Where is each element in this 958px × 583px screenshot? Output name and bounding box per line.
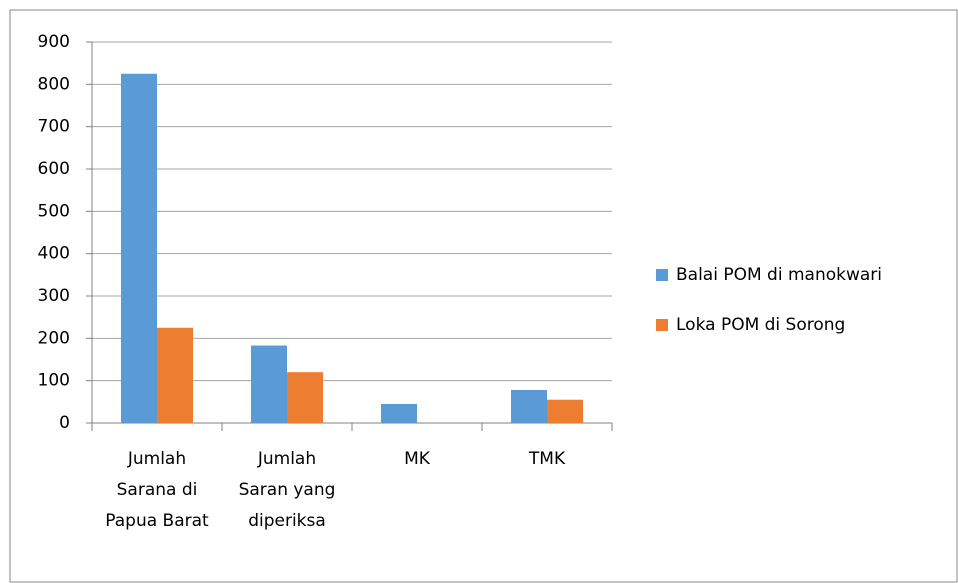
y-tick-label: 400 <box>38 244 70 264</box>
y-tick-label: 800 <box>38 74 70 94</box>
y-tick-label: 900 <box>38 32 70 52</box>
bar <box>251 345 287 423</box>
y-tick-label: 100 <box>38 371 70 391</box>
bar <box>287 372 323 423</box>
x-tick-label: MK <box>404 449 430 469</box>
y-tick-label: 0 <box>59 413 70 433</box>
y-tick-label: 200 <box>38 328 70 348</box>
y-tick-label: 500 <box>38 201 70 221</box>
bar <box>511 389 547 423</box>
legend-label: Balai POM di manokwari <box>676 265 882 285</box>
legend-label: Loka POM di Sorong <box>676 315 845 335</box>
y-tick-label: 300 <box>38 286 70 306</box>
x-tick-label: TMK <box>528 449 566 469</box>
bar <box>547 399 583 423</box>
bar <box>157 327 193 423</box>
legend-swatch <box>656 319 668 331</box>
x-tick-label: Jumlah Sarana di Papua Barat <box>105 449 209 531</box>
bar <box>381 403 417 423</box>
y-tick-label: 700 <box>38 117 70 137</box>
bar <box>121 73 157 423</box>
y-tick-label: 600 <box>38 159 70 179</box>
x-tick-label: Jumlah Saran yang diperiksa <box>238 449 336 531</box>
legend-swatch <box>656 269 668 281</box>
